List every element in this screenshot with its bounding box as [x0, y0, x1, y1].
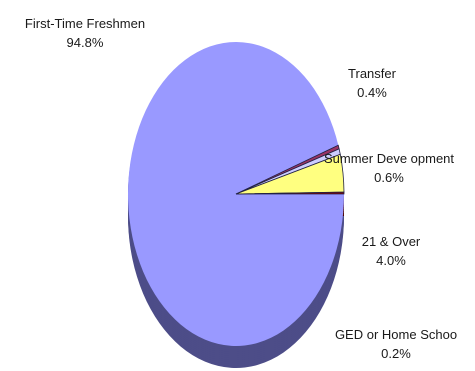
slice-label-transfer: Transfer 0.4%	[348, 64, 396, 102]
slice-label-name: 21 & Over	[361, 234, 421, 249]
slice-label-value: 0.2%	[381, 346, 411, 361]
slice-label-first-time-freshmen: First-Time Freshmen 94.8%	[25, 14, 145, 52]
slice-label-name: Transfer	[348, 66, 396, 81]
slice-label-value: 94.8%	[66, 35, 104, 50]
slice-label-name: First-Time Freshmen	[24, 16, 146, 31]
slice-label-21-and-over: 21 & Over 4.0%	[362, 232, 421, 270]
slice-label-ged-or-home-school: GED or Home Schoo 0.2%	[335, 325, 457, 363]
slice-label-value: 4.0%	[376, 253, 406, 268]
slice-label-name: Summer Deve opment	[323, 151, 455, 166]
slice-label-summer-development: Summer Deve opment 0.6%	[324, 149, 454, 187]
slice-label-name: GED or Home Schoo	[334, 327, 458, 342]
pie-slice-ged-or-home-school	[235, 191, 345, 195]
slice-label-value: 0.6%	[374, 170, 404, 185]
slice-label-value: 0.4%	[357, 85, 387, 100]
